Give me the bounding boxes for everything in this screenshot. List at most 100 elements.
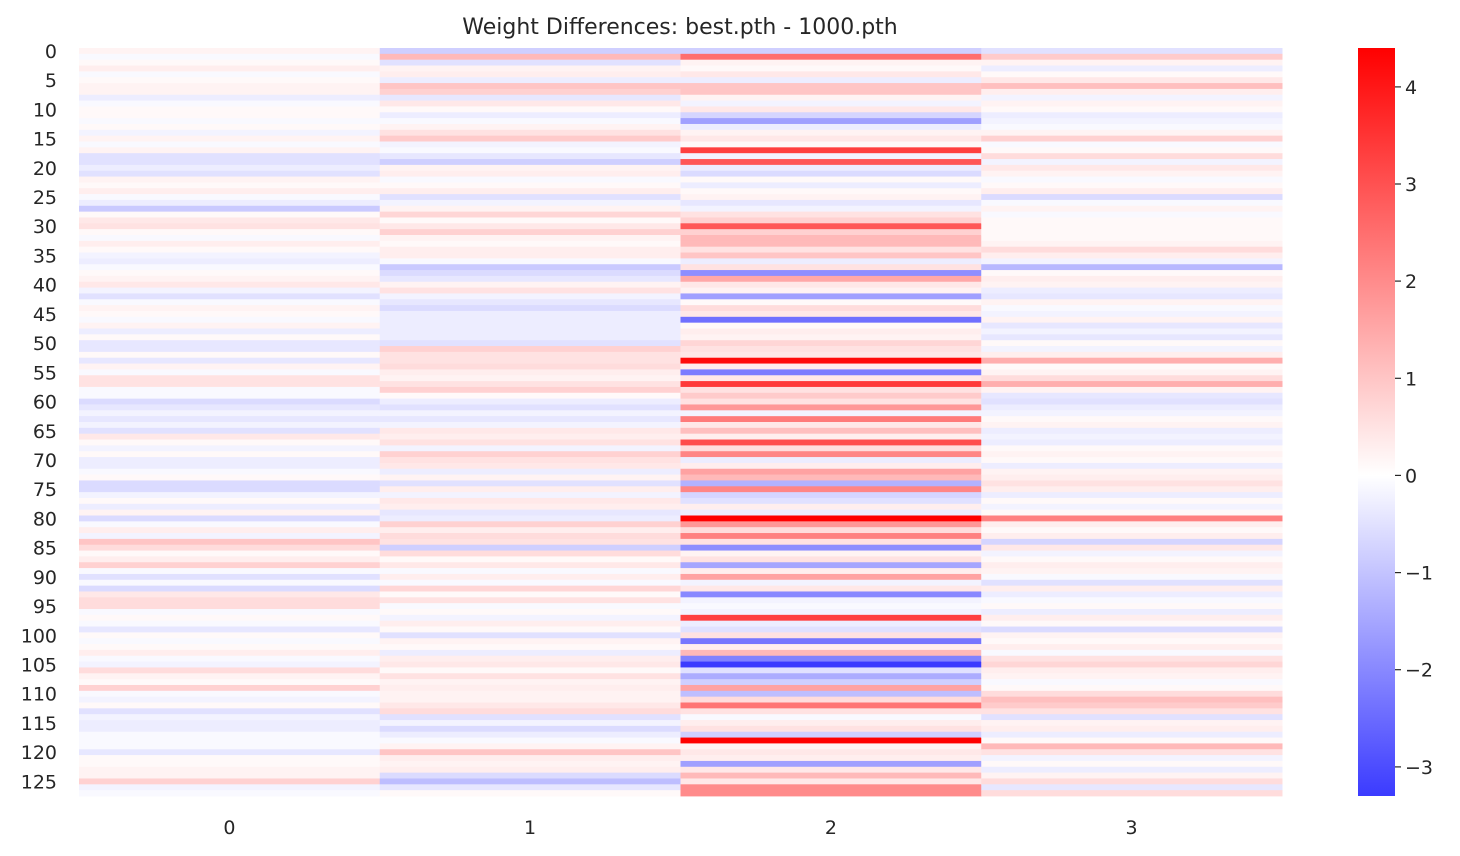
heatmap-cell [79,205,381,213]
heatmap-cell [79,603,381,610]
heatmap-cell [680,410,982,417]
heatmap-cell [981,749,1283,756]
heatmap-cell [379,217,681,224]
heatmap-cell [680,88,982,96]
heatmap-cell [79,597,381,604]
heatmap-cell [379,392,681,400]
heatmap-cell [379,573,681,581]
heatmap-cell [379,48,681,55]
heatmap-cell [379,235,681,242]
heatmap-cell [379,194,681,201]
heatmap-cell [379,597,681,604]
heatmap-cell [79,439,381,446]
heatmap-cell [79,48,381,55]
colorbar-tick-label: 2 [1405,271,1417,293]
heatmap-cell [680,375,982,382]
heatmap-cell [981,205,1283,213]
y-tick-label: 60 [33,392,57,414]
heatmap-cell [981,766,1283,774]
heatmap-cell [79,422,381,429]
heatmap-cell [379,351,681,359]
heatmap-cell [379,684,681,692]
heatmap-cell [379,679,681,686]
heatmap-cell [79,381,381,388]
heatmap-cell [981,486,1283,493]
heatmap-cell [981,94,1283,101]
heatmap-cell [680,550,982,557]
heatmap-cell [379,199,681,207]
heatmap-cell [981,772,1283,779]
heatmap-cell [79,316,381,324]
heatmap-cell [379,457,681,464]
heatmap-cell [981,603,1283,610]
heatmap-cell [680,305,982,312]
heatmap-cell [981,252,1283,259]
heatmap-cell [379,644,681,651]
heatmap-cell [981,316,1283,324]
heatmap-cell [79,252,381,259]
heatmap-cell [680,194,982,201]
heatmap-cell [379,702,681,709]
heatmap-cell [379,538,681,546]
heatmap-cell [981,340,1283,347]
heatmap-cell [379,509,681,516]
heatmap-cell [379,229,681,236]
heatmap-cell [379,521,681,528]
heatmap-cell [79,684,381,692]
y-tick-label: 105 [21,655,57,677]
heatmap-cell [379,492,681,499]
heatmap-cell [981,299,1283,306]
colorbar-tick-label: 1 [1405,368,1417,390]
heatmap-cell [680,229,982,236]
y-tick-label: 120 [21,742,57,764]
heatmap-cell [981,281,1283,288]
heatmap-cell [379,147,681,154]
heatmap-cell [981,533,1283,540]
heatmap-cell [981,684,1283,692]
heatmap-cell [680,585,982,592]
heatmap-cell [680,544,982,551]
heatmap-cell [379,88,681,96]
heatmap-cell [981,521,1283,528]
heatmap-cell [79,404,381,411]
heatmap-cell [981,427,1283,435]
heatmap-cell [680,240,982,248]
heatmap-cell [981,497,1283,505]
heatmap-cell [79,527,381,534]
heatmap-cell [680,609,982,616]
heatmap-cell [981,182,1283,189]
heatmap-cell [981,235,1283,242]
heatmap-cell [79,59,381,66]
heatmap-cell [981,100,1283,107]
colorbar-tick-label: 4 [1405,77,1417,99]
heatmap-cell [79,182,381,189]
heatmap-cell [379,404,681,411]
heatmap-cell [79,235,381,242]
heatmap-cell [981,649,1283,657]
heatmap-cell [981,527,1283,534]
heatmap-cell [79,755,381,762]
heatmap-cell [981,211,1283,218]
heatmap-cell [680,515,982,522]
heatmap-cell [379,310,681,318]
colorbar-axis: 4 3 2 1 0 −1 −2 −3 [1395,77,1433,779]
heatmap-cell [379,59,681,66]
heatmap-cell [79,194,381,201]
heatmap-cell [680,59,982,66]
heatmap-cell [379,515,681,522]
heatmap-cell [79,240,381,248]
heatmap-cell [79,714,381,721]
heatmap-cell [680,106,982,113]
heatmap-cell [79,65,381,72]
y-tick-label: 115 [21,713,57,735]
heatmap-cell [981,59,1283,66]
heatmap-cell [680,702,982,709]
heatmap-cell [379,778,681,785]
heatmap-cell [79,690,381,698]
heatmap-cell [379,533,681,540]
heatmap-cell [680,199,982,207]
heatmap-cell [379,720,681,727]
heatmap-cell [680,679,982,686]
y-tick-label: 55 [33,362,57,384]
heatmap-cell [79,749,381,756]
